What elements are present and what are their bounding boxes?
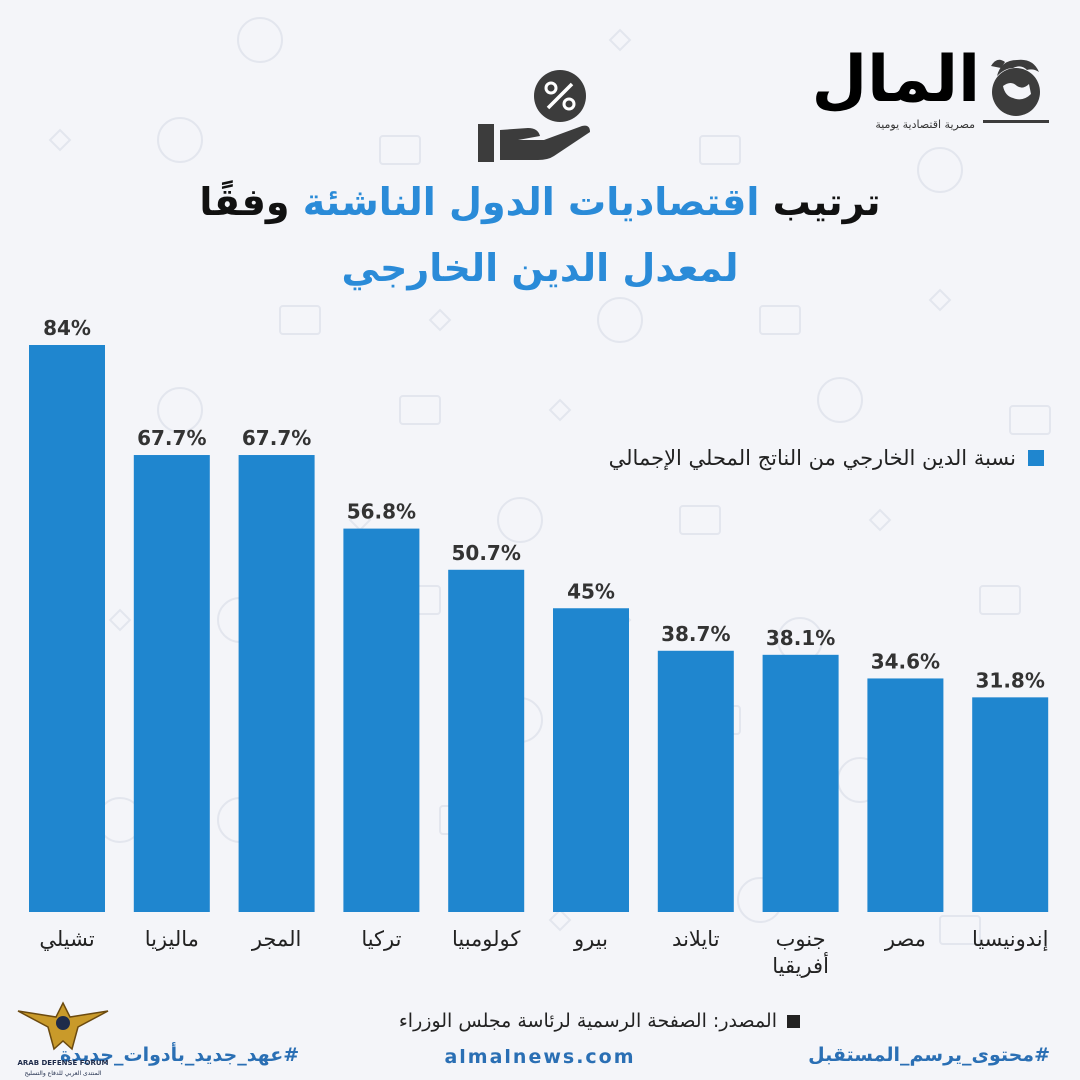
pattern-glyph-icon: [679, 505, 721, 535]
square-bullet-icon: [787, 1014, 800, 1028]
bar-10: [972, 697, 1049, 912]
category-label: تركيا: [361, 927, 401, 951]
bar-value-label: 67.7%: [137, 426, 206, 450]
pattern-glyph-icon: [348, 508, 372, 532]
bar-value-label: 34.6%: [871, 649, 940, 673]
chart-title-line-2: لمعدل الدين الخارجي: [341, 246, 739, 290]
chart-title-line-1: ترتيب اقتصاديات الدول الناشئة وفقًا: [0, 180, 1080, 224]
pattern-glyph-icon: [548, 398, 572, 422]
pattern-glyph-icon: [917, 147, 963, 193]
website-url: almalnews.com: [444, 1046, 636, 1068]
bar-4: [343, 528, 420, 912]
bar-value-label: 31.8%: [976, 668, 1045, 692]
bar-8: [762, 654, 839, 912]
bar-2: [133, 455, 210, 912]
bar-value-label: 50.7%: [452, 541, 521, 565]
bar-value-label: 84%: [43, 316, 91, 340]
category-label: ماليزيا: [145, 927, 199, 951]
square-swatch-icon: [1028, 450, 1044, 466]
category-label: إندونيسيا: [972, 927, 1049, 952]
bar-value-label: 67.7%: [242, 426, 311, 450]
pattern-glyph-icon: [608, 28, 632, 52]
pattern-glyph-icon: [399, 395, 441, 425]
pattern-glyph-icon: [48, 128, 72, 152]
pattern-glyph-icon: [108, 608, 132, 632]
bar-value-label: 38.7%: [661, 622, 730, 646]
bar-1: [29, 345, 105, 912]
bar-value-label: 45%: [567, 579, 615, 603]
emblem-caption-1: ARAB DEFENSE FORUM: [17, 1059, 108, 1067]
globe-bull-icon: [983, 59, 1049, 123]
chart-legend: نسبة الدين الخارجي من الناتج المحلي الإج…: [480, 446, 1044, 470]
pattern-glyph-icon: [1009, 405, 1051, 435]
bar-5: [448, 569, 525, 912]
title-highlight: اقتصاديات الدول الناشئة: [302, 180, 760, 224]
bar-3: [238, 455, 315, 912]
pattern-glyph-icon: [699, 135, 741, 165]
pattern-glyph-icon: [759, 305, 801, 335]
bar-value-label: 38.1%: [766, 626, 835, 650]
pattern-glyph-icon: [817, 377, 863, 423]
eagle-emblem-icon: ARAB DEFENSE FORUM المنتدى العربي للدفاع…: [17, 1001, 109, 1077]
pattern-glyph-icon: [979, 585, 1021, 615]
bar-9: [867, 678, 944, 912]
bar-6: [553, 608, 629, 912]
category-label: تايلاند: [672, 927, 720, 951]
category-label: أفريقيا: [772, 952, 829, 978]
pattern-glyph-icon: [157, 117, 203, 163]
pattern-glyph-icon: [928, 288, 952, 312]
pattern-glyph-icon: [497, 497, 543, 543]
category-label: جنوب: [776, 927, 826, 951]
pattern-glyph-icon: [379, 135, 421, 165]
hand-holding-percent-icon: [478, 70, 590, 162]
bar-7: [657, 650, 734, 912]
title-word-rank: ترتيب: [772, 180, 881, 224]
source-note: المصدر: الصفحة الرسمية لرئاسة مجلس الوزر…: [260, 1010, 800, 1032]
pattern-glyph-icon: [868, 508, 892, 532]
category-label: كولومبيا: [452, 927, 520, 951]
hashtag-right: #محتوى_يرسم_المستقبل: [808, 1044, 1050, 1066]
logo-subtitle: مصرية اقتصادية يومية: [875, 118, 975, 131]
category-label: مصر: [884, 927, 926, 951]
pattern-glyph-icon: [237, 17, 283, 63]
title-word-according: وفقًا: [199, 180, 290, 224]
bar-chart: 84% تشيلي 67.7% ماليزيا 67.7% المجر 56.8% تركيا…: [29, 316, 1049, 978]
hashtag-left: #عهد_جديد_بأدوات_جديدة: [60, 1044, 300, 1066]
pattern-glyph-icon: [939, 915, 981, 945]
brand-logo: المال مصرية اقتصادية يومية: [811, 40, 1055, 140]
pattern-glyph-icon: [157, 387, 203, 433]
pattern-glyph-icon: [597, 297, 643, 343]
logo-name: المال: [811, 43, 980, 117]
legend-label: نسبة الدين الخارجي من الناتج المحلي الإج…: [608, 446, 1016, 470]
pattern-glyph-icon: [428, 308, 452, 332]
pattern-glyph-icon: [279, 305, 321, 335]
category-label: بيرو: [573, 927, 608, 951]
category-label: تشيلي: [39, 927, 95, 951]
category-label: المجر: [251, 927, 302, 951]
source-text: المصدر: الصفحة الرسمية لرئاسة مجلس الوزر…: [398, 1010, 777, 1032]
pattern-glyph-icon: [548, 908, 572, 932]
bar-value-label: 56.8%: [347, 500, 416, 524]
emblem-caption-2: المنتدى العربي للدفاع والتسليح: [25, 1070, 102, 1077]
